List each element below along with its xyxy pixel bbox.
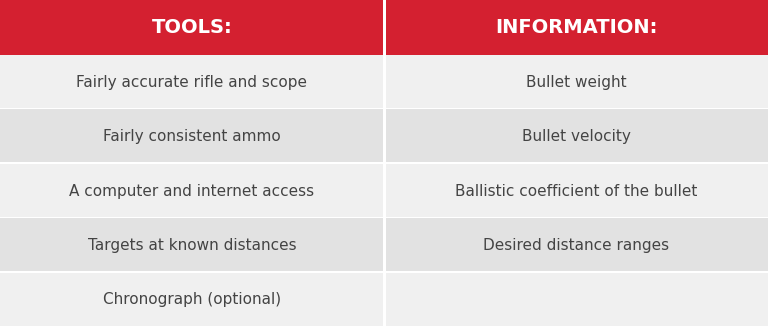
Text: Bullet velocity: Bullet velocity — [521, 129, 631, 144]
Text: Chronograph (optional): Chronograph (optional) — [103, 292, 281, 307]
Bar — [386, 218, 768, 271]
Bar — [0, 110, 382, 162]
Bar — [0, 218, 382, 271]
Text: Ballistic coefficient of the bullet: Ballistic coefficient of the bullet — [455, 183, 697, 198]
Text: Fairly accurate rifle and scope: Fairly accurate rifle and scope — [77, 75, 307, 90]
Text: TOOLS:: TOOLS: — [151, 18, 233, 37]
Text: Fairly consistent ammo: Fairly consistent ammo — [103, 129, 281, 144]
Bar — [386, 273, 768, 325]
Bar — [0, 164, 382, 217]
Bar — [0, 273, 382, 325]
Text: Targets at known distances: Targets at known distances — [88, 238, 296, 253]
Text: Desired distance ranges: Desired distance ranges — [483, 238, 669, 253]
Bar — [386, 110, 768, 162]
Bar — [386, 55, 768, 108]
Bar — [0, 0, 382, 55]
Bar — [386, 164, 768, 217]
Text: A computer and internet access: A computer and internet access — [69, 183, 315, 198]
Text: INFORMATION:: INFORMATION: — [495, 18, 657, 37]
Text: Bullet weight: Bullet weight — [525, 75, 627, 90]
Bar — [0, 55, 382, 108]
Bar — [386, 0, 768, 55]
